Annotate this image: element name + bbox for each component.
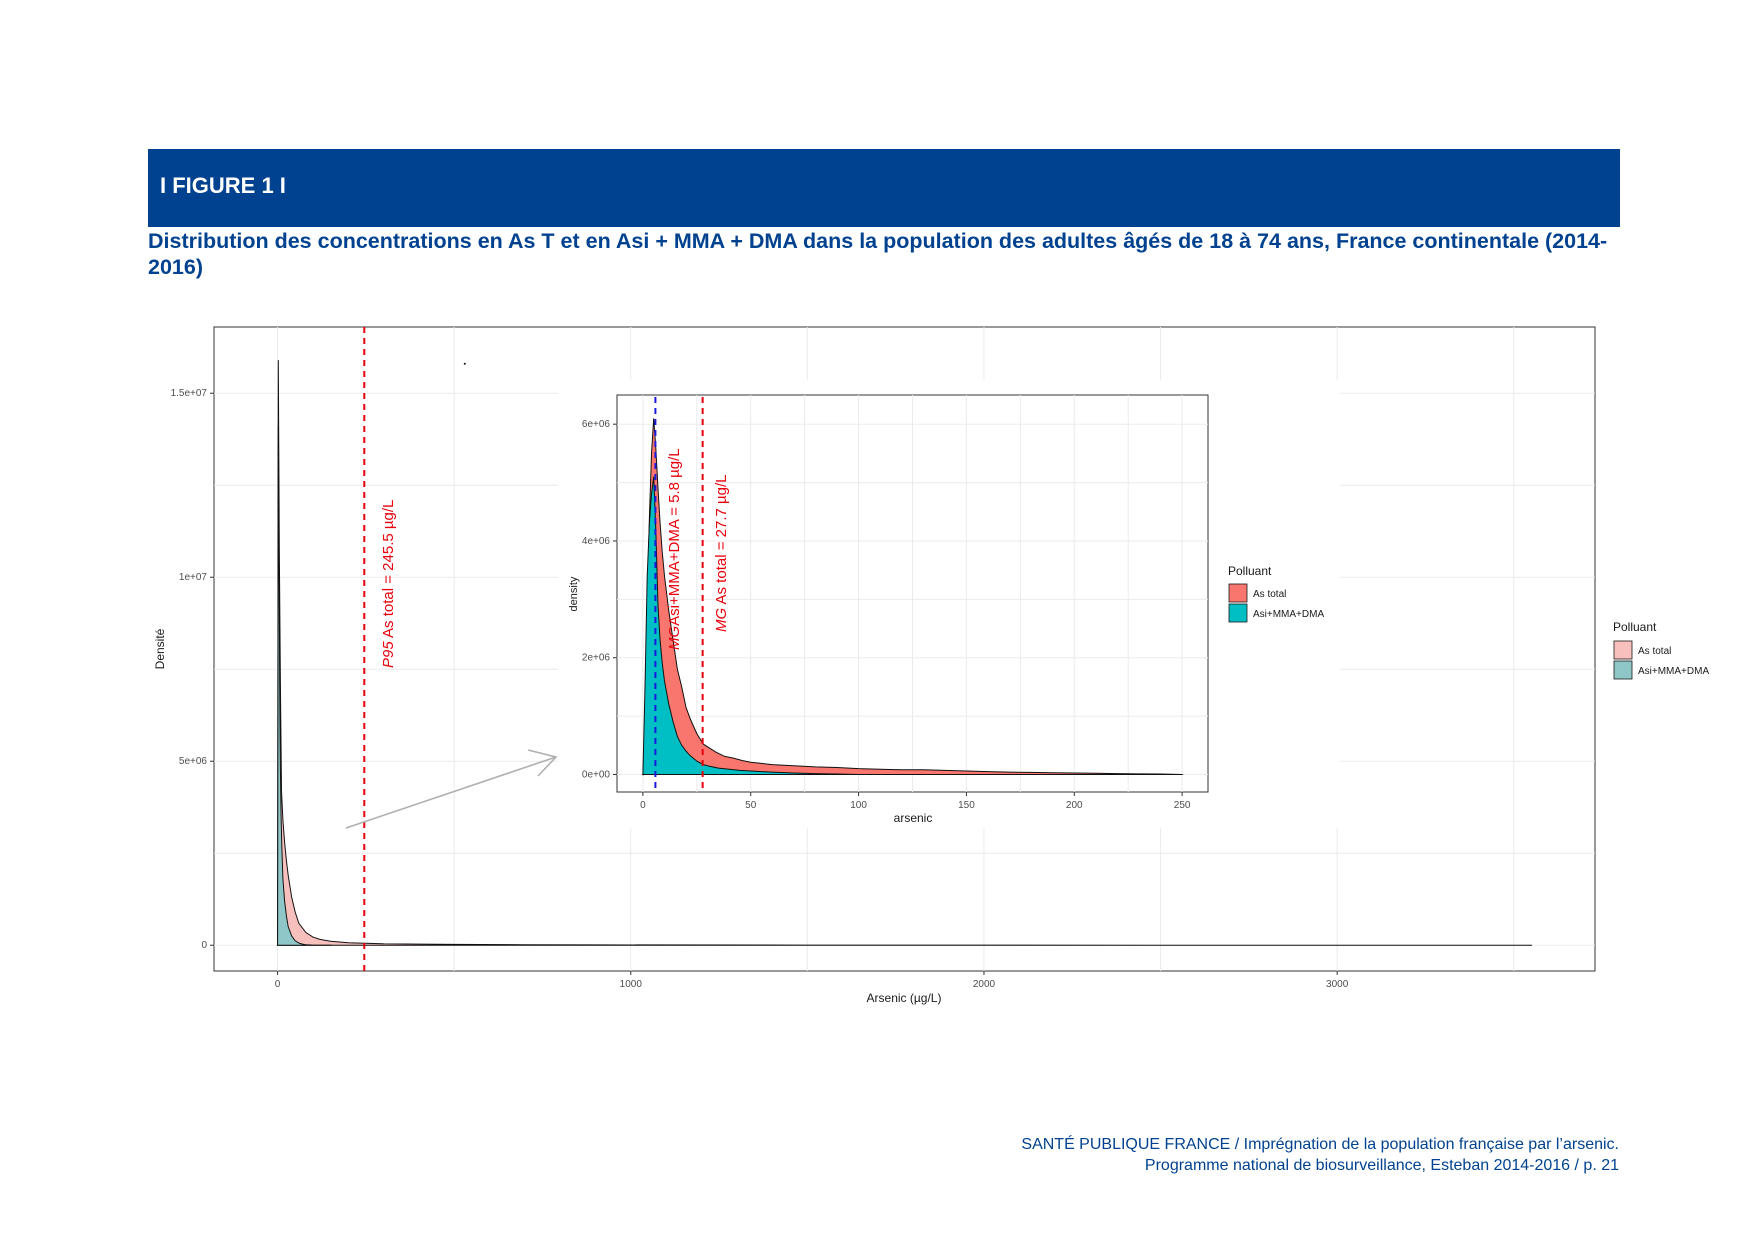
main-y-axis-title: Densité (153, 628, 167, 669)
x-axis-tick-label: 0 (275, 979, 281, 990)
y-axis-tick-label: 4e+06 (582, 536, 611, 547)
main-p95-text: As total = 245.5 µg/L (380, 500, 397, 642)
inset-legend-label-asi: Asi+MMA+DMA (1253, 609, 1324, 620)
inset-mg-asi-text: Asi+MMA+DMA = 5.8 µg/L (666, 448, 683, 625)
x-axis-tick-label: 150 (958, 800, 975, 811)
main-p95-label: P95 As total = 245.5 µg/L (380, 500, 397, 668)
x-axis-tick-label: 100 (850, 800, 867, 811)
stray-point (463, 362, 466, 365)
inset-axes-layer: 0 50 100 150 200 250 0e+00 2e+06 4e+06 6e+06 (582, 419, 1191, 811)
inset-legend-label-as-total: As total (1253, 589, 1286, 600)
y-axis-tick-label: 1.5e+07 (171, 388, 208, 399)
x-axis-tick-label: 0 (640, 800, 646, 811)
inset-legend-key-asi (1228, 603, 1248, 623)
main-p95-prefix: P95 (380, 641, 397, 668)
main-legend-label-as-total: As total (1638, 646, 1671, 657)
inset-mg-asi-prefix: MG (666, 626, 683, 650)
x-axis-tick-label: 1000 (620, 979, 643, 990)
footer-line-2: Programme national de biosurveillance, E… (1144, 1157, 1619, 1174)
y-axis-tick-label: 2e+06 (582, 653, 611, 664)
figure-subtitle: Distribution des concentrations en As T … (148, 229, 1608, 279)
y-axis-tick-label: 5e+06 (179, 756, 208, 767)
x-axis-tick-label: 2000 (973, 979, 996, 990)
zoom-arrow (345, 749, 558, 829)
page-footer: SANTÉ PUBLIQUE FRANCE / Imprégnation de … (1021, 1134, 1619, 1176)
inset-gridlines (617, 395, 1208, 792)
inset-mg-as-total-label: MG As total = 27.7 µg/L (713, 475, 730, 633)
main-legend-label-asi: Asi+MMA+DMA (1638, 666, 1709, 677)
footer-line-1: SANTÉ PUBLIQUE FRANCE / Imprégnation de … (1021, 1136, 1619, 1153)
inset-legend-title: Polluant (1228, 564, 1272, 578)
inset-mg-asi-label: MGAsi+MMA+DMA = 5.8 µg/L (666, 448, 683, 650)
figure-banner: I FIGURE 1 I (148, 149, 1620, 227)
figure-label: I FIGURE 1 I (160, 173, 286, 198)
y-axis-tick-label: 6e+06 (582, 419, 611, 430)
main-legend-key-as-total (1613, 640, 1633, 660)
density-area-asi-mma-dma (641, 476, 861, 776)
y-axis-tick-label: 1e+07 (179, 572, 208, 583)
inset-x-axis-title: arsenic (894, 811, 933, 825)
main-legend-title: Polluant (1613, 620, 1657, 634)
y-axis-tick-label: 0e+00 (582, 769, 611, 780)
main-series-layer (276, 360, 1533, 946)
x-axis-tick-label: 3000 (1326, 979, 1349, 990)
main-legend-key-asi (1613, 660, 1633, 680)
density-area-as-total (641, 418, 1184, 776)
inset-series-layer (641, 418, 1184, 776)
x-axis-tick-label: 250 (1174, 800, 1191, 811)
y-axis-tick-label: 0 (201, 940, 207, 951)
density-area-as-total (276, 360, 1533, 946)
x-axis-tick-label: 200 (1066, 800, 1083, 811)
density-area-asi-mma-dma (276, 426, 332, 946)
x-axis-tick-label: 50 (745, 800, 757, 811)
inset-mg-as-total-prefix: MG (713, 608, 730, 632)
inset-y-axis-title: density (568, 576, 580, 611)
main-reference-line-layer (363, 327, 466, 971)
inset-mg-as-total-text: As total = 27.7 µg/L (713, 475, 730, 608)
inset-legend-key-as-total (1228, 583, 1248, 603)
main-x-axis-title: Arsenic (µg/L) (867, 991, 942, 1005)
